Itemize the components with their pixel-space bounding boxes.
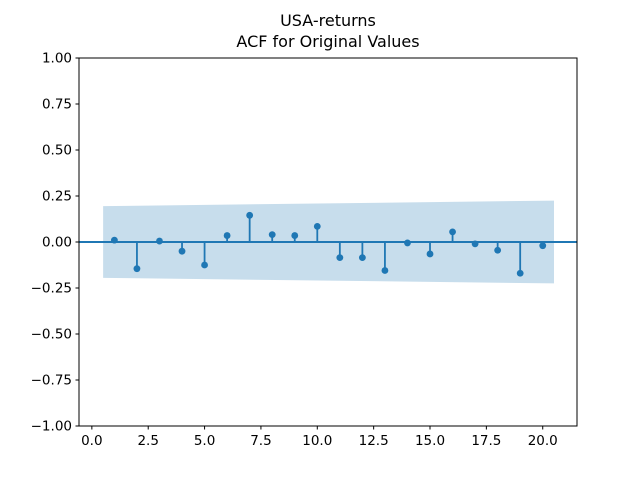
data-point [358, 254, 366, 262]
data-point [291, 232, 299, 239]
data-point [471, 240, 479, 248]
data-point [201, 261, 208, 269]
data-point [133, 265, 141, 273]
axes-layer: 0.0 2.5 5.0 7.5 10.0 12.5 15.0 17.5 20.0 1.00 0.75… [31, 51, 578, 449]
chart-title-line2: ACF for Original Values [236, 32, 419, 51]
chart-title-line1: USA-returns [280, 11, 376, 30]
data-point [336, 254, 344, 262]
data-point [313, 222, 321, 230]
x-tick-label: 5.0 [194, 433, 215, 449]
data-point [223, 232, 231, 239]
data-point [426, 250, 434, 258]
y-tick-label: −0.50 [31, 327, 72, 343]
x-tick-label: 12.5 [359, 433, 389, 449]
data-point [156, 237, 163, 245]
y-tick-label: −0.75 [31, 373, 72, 389]
data-point [539, 242, 547, 250]
stem-series-layer [79, 211, 577, 277]
y-tick-label: 0.00 [42, 235, 72, 251]
x-tick-label: 10.0 [302, 433, 332, 449]
x-tick-label: 7.5 [250, 433, 271, 449]
y-tick-label: −1.00 [31, 419, 72, 435]
data-point [246, 211, 254, 219]
x-tick-label: 15.0 [415, 433, 445, 449]
x-tick-label: 20.0 [528, 433, 558, 449]
x-tick-label: 0.0 [81, 433, 102, 449]
data-point [381, 267, 389, 274]
y-tick-label: 0.50 [42, 143, 72, 159]
data-point [449, 228, 456, 236]
data-point [268, 231, 276, 239]
y-tick-label: −0.25 [31, 281, 72, 297]
data-point [178, 247, 186, 255]
data-point [516, 269, 524, 277]
y-tick-label: 1.00 [42, 51, 72, 67]
data-point [404, 239, 411, 247]
y-tick-label: 0.75 [42, 97, 72, 113]
data-point [494, 246, 502, 254]
x-tick-label: 2.5 [137, 433, 158, 449]
data-point [110, 236, 118, 244]
y-tick-label: 0.25 [42, 189, 72, 205]
x-tick-label: 17.5 [471, 433, 501, 449]
